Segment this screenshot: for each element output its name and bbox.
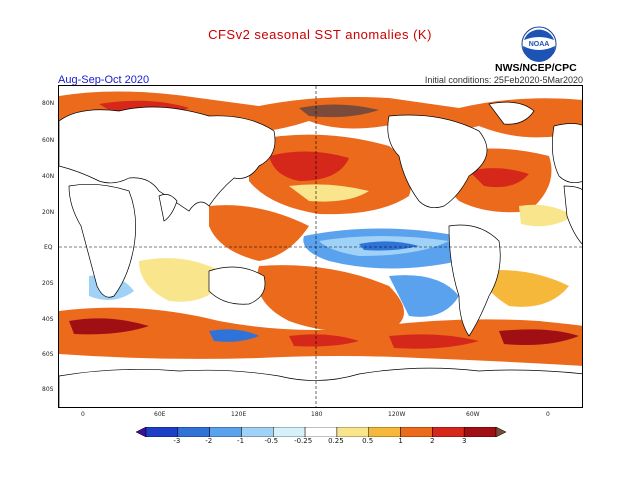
colorbar-label: -0.25 <box>294 437 313 445</box>
colorbar-cell <box>177 427 210 437</box>
continents <box>59 101 582 407</box>
lon-label: 120E <box>231 411 247 418</box>
colorbar-cell <box>304 427 338 437</box>
colorbar-cell <box>145 427 179 437</box>
colorbar-label: -0.5 <box>264 437 279 445</box>
colorbar-cell <box>336 427 369 437</box>
colorbar-label: -1 <box>237 437 245 445</box>
colorbar-label: 0.25 <box>328 437 344 445</box>
colorbar-cell <box>495 427 506 437</box>
colorbar-cell <box>368 427 401 437</box>
chart-title: CFSv2 seasonal SST anomalies (K) <box>208 27 432 42</box>
initial-conditions: Initial conditions: 25Feb2020-5Mar2020 <box>424 75 583 85</box>
colorbar-label: 1 <box>398 437 403 445</box>
colorbar-cell <box>400 427 433 437</box>
lat-label: 80N <box>42 100 55 107</box>
lat-label: 80S <box>42 386 54 393</box>
agency-label: NWS/NCEP/CPC <box>495 62 577 74</box>
colorbar-cell <box>273 427 306 437</box>
lat-label: 60S <box>42 351 54 358</box>
lat-label: 60N <box>42 137 55 144</box>
lat-label: 20S <box>42 280 54 287</box>
lat-label: 40N <box>42 173 55 180</box>
colorbar <box>136 427 506 437</box>
lon-label: 60W <box>466 411 480 418</box>
colorbar-cell <box>136 427 147 437</box>
lon-label: 0 <box>546 411 550 418</box>
colorbar-label: -3 <box>173 437 181 445</box>
colorbar-label: 0.5 <box>362 437 374 445</box>
lon-label: 120W <box>388 411 406 418</box>
colorbar-label: 3 <box>461 437 467 445</box>
colorbar-label: -2 <box>205 437 213 445</box>
lon-label: 0 <box>81 411 85 418</box>
colorbar-cell <box>209 427 242 437</box>
map-canvas <box>59 86 582 407</box>
colorbar-label: 2 <box>430 437 435 445</box>
noaa-logo-icon: NOAA <box>521 26 557 62</box>
colorbar-cell <box>463 427 497 437</box>
lat-label: EQ <box>44 244 53 251</box>
lat-label: 20N <box>42 209 55 216</box>
logo-text: NOAA <box>529 41 550 48</box>
colorbar-cell <box>432 427 465 437</box>
sst-anomaly-map <box>58 85 583 408</box>
colorbar-cell <box>241 427 274 437</box>
lat-label: 40S <box>42 316 54 323</box>
anomaly-fields <box>59 91 582 366</box>
forecast-period: Aug-Sep-Oct 2020 <box>58 74 150 86</box>
lon-label: 60E <box>154 411 166 418</box>
lon-label: 180 <box>311 411 323 418</box>
reference-lines <box>59 86 582 407</box>
